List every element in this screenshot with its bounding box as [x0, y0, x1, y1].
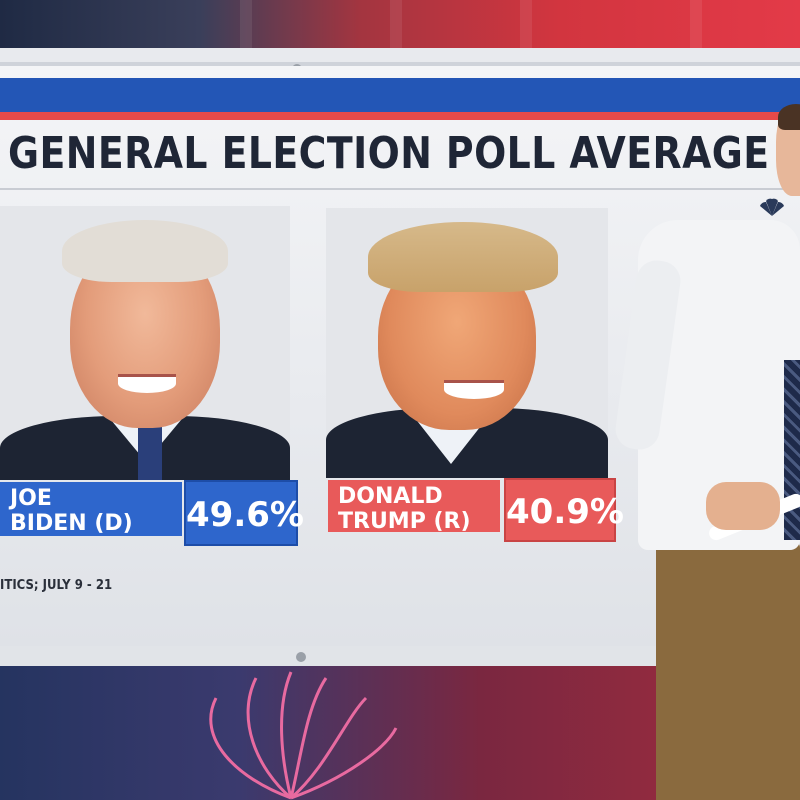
candidate-name-trump: DONALD TRUMP (R): [328, 480, 500, 534]
candidate-last-name: TRUMP (R): [338, 509, 471, 534]
candidate-name-biden: JOE BIDEN (D): [0, 482, 182, 536]
top-blue-bar: [0, 78, 800, 112]
poll-graphic-board: GENERAL ELECTION POLL AVERAGE ✓ JOE BIDE…: [0, 66, 800, 646]
presenter: [612, 100, 800, 800]
candidate-last-name: BIDEN (D): [10, 511, 133, 536]
page-title: GENERAL ELECTION POLL AVERAGE: [8, 128, 770, 179]
headline-divider: [0, 188, 800, 190]
candidate-first-name: DONALD: [338, 484, 443, 509]
poll-percent-biden: 49.6%: [184, 480, 304, 546]
candidate-photo-trump: [326, 208, 608, 478]
poll-percent-trump: 40.9%: [504, 478, 624, 542]
candidate-first-name: JOE: [10, 486, 52, 511]
top-red-bar: [0, 112, 800, 120]
nbc-peacock-floor-icon: [209, 671, 398, 800]
source-note: ITICS; JULY 9 - 21: [0, 578, 113, 593]
candidate-photo-biden: [0, 206, 290, 480]
nbc-peacock-icon: [760, 198, 784, 216]
